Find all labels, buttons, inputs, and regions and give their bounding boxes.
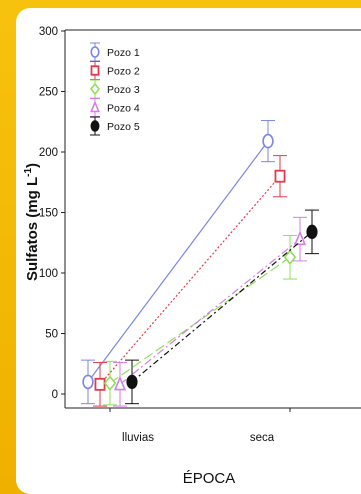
data-point [126, 374, 138, 390]
legend-label: Pozo 2 [107, 66, 140, 78]
y-tick-label: 0 [52, 389, 58, 401]
y-tick-label: 250 [39, 87, 58, 99]
legend-marker [90, 120, 100, 132]
x-axis-label: ÉPOCA [183, 470, 236, 487]
legend-marker [89, 82, 101, 96]
chart-panel [16, 8, 361, 494]
legend-label: Pozo 5 [107, 121, 140, 133]
data-point [262, 133, 274, 149]
data-point [82, 374, 94, 390]
series-line [87, 140, 269, 383]
y-tick-label: 150 [39, 208, 58, 220]
y-tick-label: 100 [39, 268, 58, 280]
legend-marker [90, 65, 100, 76]
data-point [113, 375, 127, 391]
y-tick-label: 200 [39, 147, 58, 159]
data-point [306, 224, 318, 240]
legend-label: Pozo 1 [107, 47, 140, 59]
data-point [274, 169, 286, 183]
x-tick-label: lluvias [122, 432, 154, 444]
x-tick-label: seca [250, 432, 275, 444]
y-axis-label: Sulfatos (mg L-1) [23, 163, 41, 281]
data-point [293, 230, 307, 246]
data-point [283, 249, 297, 266]
series-line [109, 256, 291, 384]
series-line [99, 175, 281, 385]
legend-label: Pozo 4 [107, 103, 140, 115]
y-tick-label: 50 [45, 329, 58, 341]
data-point [94, 377, 106, 391]
data-point [103, 375, 117, 391]
series-line [131, 231, 313, 383]
legend-marker [90, 100, 100, 113]
legend-label: Pozo 3 [107, 84, 140, 96]
y-tick-label: 300 [39, 26, 58, 38]
series-line [119, 238, 301, 385]
legend-marker [90, 46, 100, 58]
